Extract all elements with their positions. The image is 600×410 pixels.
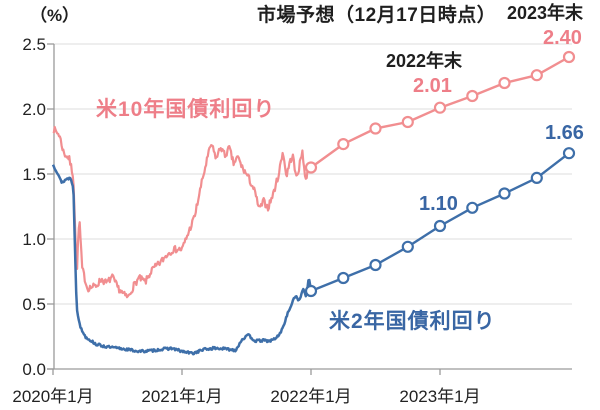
series-label-2y: 米2年国債利回り bbox=[329, 310, 496, 333]
history-line-10y bbox=[52, 125, 313, 299]
forecast-marker-10y bbox=[304, 161, 318, 174]
label-2022-year-end: 2022年末 bbox=[386, 51, 463, 71]
x-tick-label: 2021年1月 bbox=[141, 387, 223, 406]
forecast-marker-10y bbox=[466, 89, 479, 103]
history-line-2y bbox=[51, 164, 313, 356]
forecast-marker-10y bbox=[337, 138, 350, 151]
x-tick-label: 2023年1月 bbox=[399, 387, 481, 406]
value-10y-2022-end: 2.01 bbox=[413, 75, 452, 97]
x-tick-label: 2022年1月 bbox=[270, 387, 352, 406]
y-tick-label: 1.5 bbox=[22, 165, 46, 184]
forecast-marker-10y bbox=[369, 122, 382, 135]
value-2y-2022-end: 1.10 bbox=[419, 193, 458, 215]
forecast-marker-2y bbox=[562, 147, 576, 160]
series-label-10y: 米10年国債利回り bbox=[96, 98, 276, 121]
forecast-marker-2y bbox=[401, 240, 414, 253]
forecast-marker-2y bbox=[304, 284, 318, 298]
forecast-marker-10y bbox=[530, 69, 543, 82]
y-tick-label: 0.5 bbox=[22, 295, 46, 314]
y-tick-label: 2.0 bbox=[22, 100, 46, 119]
value-2y-2023-end: 1.66 bbox=[545, 122, 584, 144]
y-tick-label: 0.0 bbox=[22, 360, 46, 379]
value-10y-2023-end: 2.40 bbox=[543, 27, 582, 49]
forecast-marker-2y bbox=[466, 201, 479, 214]
forecast-marker-10y bbox=[562, 50, 576, 64]
forecast-marker-2y bbox=[369, 258, 382, 272]
forecast-marker-2y bbox=[337, 271, 350, 285]
y-tick-label: 1.0 bbox=[22, 230, 46, 249]
forecast-marker-10y bbox=[498, 76, 511, 90]
y-axis-unit-label: （%） bbox=[30, 6, 80, 25]
chart-title: 市場予想（12月17日時点） bbox=[257, 5, 497, 26]
y-tick-label: 2.5 bbox=[22, 35, 46, 54]
forecast-marker-2y bbox=[530, 171, 543, 184]
forecast-marker-10y bbox=[401, 115, 414, 129]
x-tick-label: 2020年1月 bbox=[12, 387, 94, 406]
label-2023-year-end: 2023年末 bbox=[507, 3, 584, 23]
forecast-marker-10y bbox=[433, 101, 447, 114]
forecast-marker-2y bbox=[498, 187, 511, 200]
forecast-marker-2y bbox=[433, 219, 447, 233]
